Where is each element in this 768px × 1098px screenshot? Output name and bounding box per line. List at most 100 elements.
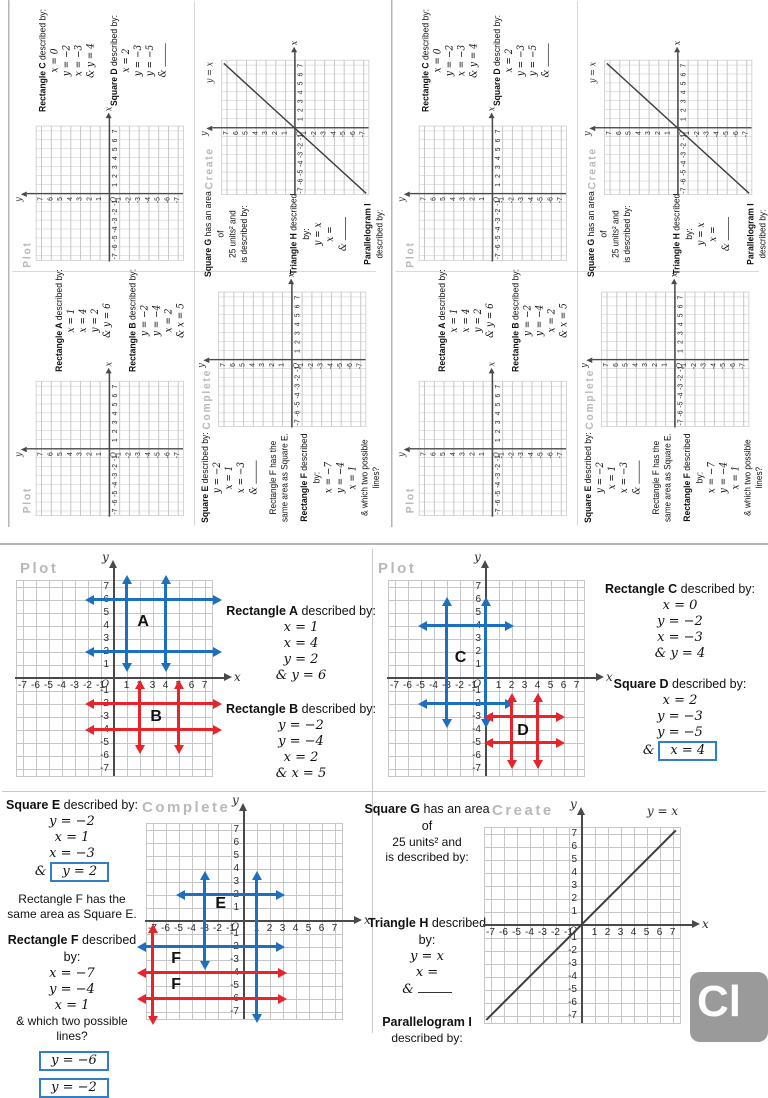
y-tick-label: 5 (55, 452, 64, 457)
y-tick-label: 5 (233, 849, 239, 861)
worksheet-line: & x = 5 (275, 766, 327, 781)
x-axis (673, 283, 676, 428)
note-text: Rectangle F has the same area as Square E… (268, 428, 291, 527)
worksheet-line: x = 1 (65, 308, 78, 333)
worksheet-line: & y = 4 (85, 43, 97, 78)
description-column: Square G has an area of 25 units² and is … (202, 189, 386, 278)
shape-description: Parallelogram I described by: (362, 189, 386, 278)
y-tick-label: 6 (614, 131, 623, 135)
x-axis-label: x (606, 670, 613, 684)
y-tick-label: -2 (568, 944, 577, 956)
shape-heading: Rectangle C described by: (420, 9, 431, 113)
shape-description: Rectangle B described by: y = −2 y = −4 x … (510, 266, 571, 374)
arrowhead (160, 574, 171, 584)
y-tick-label: 3 (571, 879, 577, 891)
x-tick-label: -2 (551, 927, 560, 938)
x-axis-label: x (285, 272, 297, 278)
y-tick-label: -1 (679, 363, 689, 370)
y-axis-label: y (474, 550, 481, 564)
blank-line (247, 460, 257, 484)
y-tick-label: 1 (477, 452, 487, 457)
worksheet-line: &y = 2 (630, 428, 644, 527)
arrowhead (441, 719, 452, 729)
worksheet-line: x = 2 (546, 308, 558, 333)
y-tick-label: -1 (114, 197, 123, 204)
x-tick-label: 3 (617, 927, 624, 938)
worksheet-line: y = −2 (139, 304, 151, 337)
y-tick-label: -5 (472, 736, 481, 748)
x-tick-label: -4 (429, 680, 438, 691)
x-tick-label: -2 (213, 923, 222, 934)
y-tick-label: -1 (568, 931, 577, 943)
shape-heading: Rectangle A described by: (226, 604, 376, 618)
y-tick-label: -6 (348, 131, 357, 138)
x-tick-label: -3 (538, 927, 547, 938)
line-equation-label: y = x (587, 61, 598, 84)
shape-heading: Square E described by: (5, 798, 138, 812)
y-tick-label: -6 (546, 452, 555, 459)
grid-background (484, 827, 681, 1024)
worksheet-line: x = 1 (54, 998, 90, 1013)
x-tick-label: -5 (44, 680, 53, 691)
x-tick-label: 1 (591, 927, 598, 938)
x-tick-label: 4 (292, 923, 299, 934)
y-tick-label: 1 (660, 363, 669, 367)
y-tick-label: -5 (536, 452, 545, 459)
y-tick-label: 3 (640, 363, 649, 367)
x-tick-label: 2 (508, 680, 515, 691)
x-axis-arrow (488, 367, 495, 374)
x-tick-label: 7 (201, 680, 208, 691)
y-tick-label: -4 (329, 131, 338, 138)
worksheet-line: x = −3 (618, 461, 630, 494)
worksheet-line: y = −2 (211, 461, 223, 494)
worksheet-line: y = 2 (89, 308, 102, 333)
y-axis (209, 359, 366, 361)
y-tick-label: 2 (467, 452, 477, 457)
worksheet-line: x = −7 (49, 966, 95, 981)
x-tick-label: 7 (669, 927, 676, 938)
worksheet-line: x = 4 (460, 308, 473, 333)
worksheet-line: y = −5 (527, 44, 539, 77)
quadrant-divider-horizontal (2, 791, 766, 792)
arrowhead (532, 759, 543, 769)
shape-line (84, 646, 222, 657)
section-title: Create (585, 147, 599, 190)
worksheet-line: y = −2 (278, 718, 324, 733)
shape-letter-label: D (517, 722, 529, 740)
brand-logo: Cl (690, 972, 768, 1042)
y-tick-label: 4 (630, 363, 640, 367)
worksheet-line: x = 1 (347, 465, 359, 490)
worksheet-line: & which two possible lines? (16, 1014, 128, 1043)
x-tick-label: -2 (455, 680, 464, 691)
worksheet-line: described by: (391, 1031, 463, 1045)
y-tick-label: 5 (624, 131, 633, 135)
note-text: Rectangle F has the same area as Square E… (0, 892, 144, 922)
y-tick-label: -7 (355, 363, 364, 370)
y-tick-label: 6 (231, 131, 240, 135)
y-tick-label: -6 (345, 363, 354, 370)
y-tick-label: 4 (250, 131, 260, 135)
grid-background (146, 823, 343, 1020)
arrowhead (134, 745, 145, 755)
worksheet-line: x = 2 (163, 308, 175, 333)
y-tick-label: -3 (316, 363, 325, 370)
section-title: Plot (378, 560, 417, 577)
x-axis-arrow (105, 367, 112, 374)
x-tick-label: 7 (573, 680, 580, 691)
page-thumbnail-2: Plot x y O -7 -7 -6 -6 -5 -5 -4 -4 -3 -3 -2 -2 -1 -1 1 1 2 2… (391, 0, 768, 528)
section-title: Create (202, 147, 216, 190)
x-axis (491, 117, 493, 262)
arrowhead (556, 737, 565, 748)
worksheet-line: y = −2 (594, 461, 606, 494)
x-axis-arrow (288, 278, 295, 285)
x-axis-arrow (354, 916, 362, 924)
coordinate-grid: xyO-7-7-6-6-5-5-4-4-3-3-2-2-1-1112233445… (483, 797, 709, 1024)
y-tick-label: 1 (94, 197, 104, 201)
